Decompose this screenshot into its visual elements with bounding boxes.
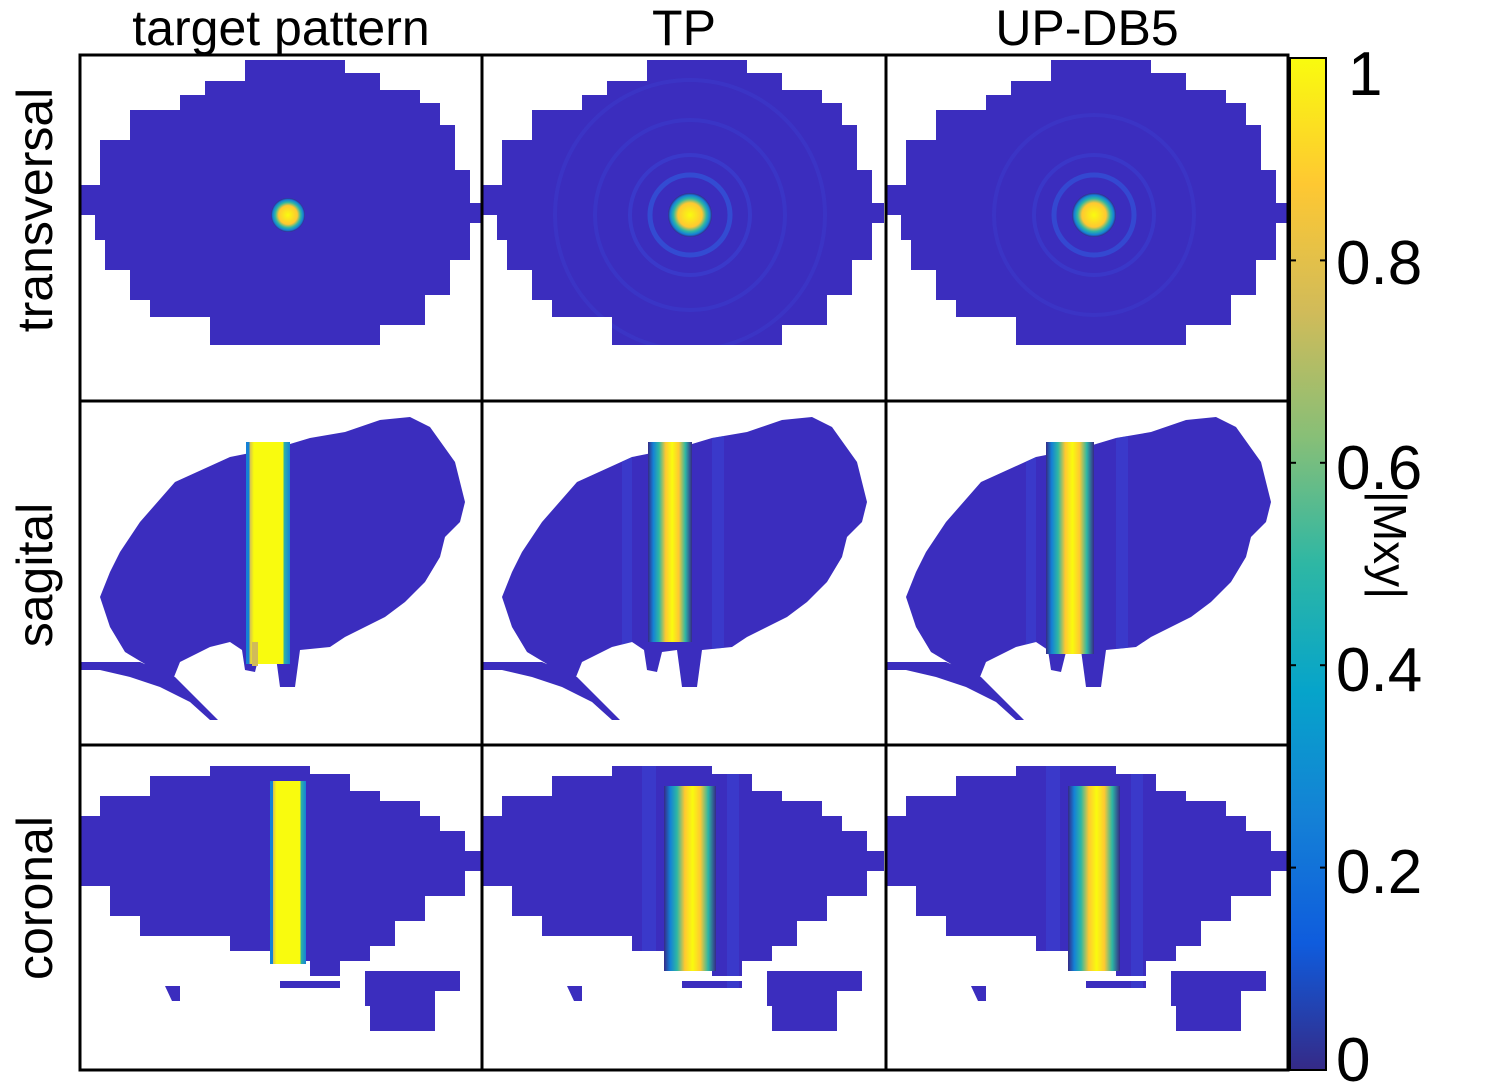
column-title-up-db5: UP-DB5 xyxy=(995,0,1179,56)
panel-transversal-tp xyxy=(482,60,884,345)
panel-transversal-target xyxy=(80,60,482,345)
colorbar-label: |Mxy| xyxy=(1364,490,1416,600)
panel-sagital-up-db5 xyxy=(886,417,1271,720)
colorbar-ticks xyxy=(1290,57,1326,1071)
column-title-tp: TP xyxy=(652,0,716,56)
panel-sagital-target xyxy=(80,417,465,720)
column-title-target-pattern: target pattern xyxy=(132,0,430,56)
panel-coronal-tp xyxy=(482,766,884,1031)
colorbar-tick-0: 0 xyxy=(1336,1026,1371,1092)
colorbar xyxy=(1289,57,1327,1071)
colorbar-tick-0-8: 0.8 xyxy=(1336,229,1423,298)
panel-sagital-tp xyxy=(482,417,867,720)
colorbar-tick-0-4: 0.4 xyxy=(1336,636,1423,705)
colorbar-tick-1: 1 xyxy=(1348,40,1383,109)
panel-borders xyxy=(78,53,1290,1072)
colorbar-tick-0-6: 0.6 xyxy=(1336,434,1423,503)
panel-transversal-up-db5 xyxy=(886,60,1288,345)
colorbar-tick-0-2: 0.2 xyxy=(1336,838,1423,907)
panel-coronal-up-db5 xyxy=(886,766,1288,1031)
panel-coronal-target xyxy=(80,766,482,1031)
colorbar-gradient xyxy=(1289,57,1327,1071)
